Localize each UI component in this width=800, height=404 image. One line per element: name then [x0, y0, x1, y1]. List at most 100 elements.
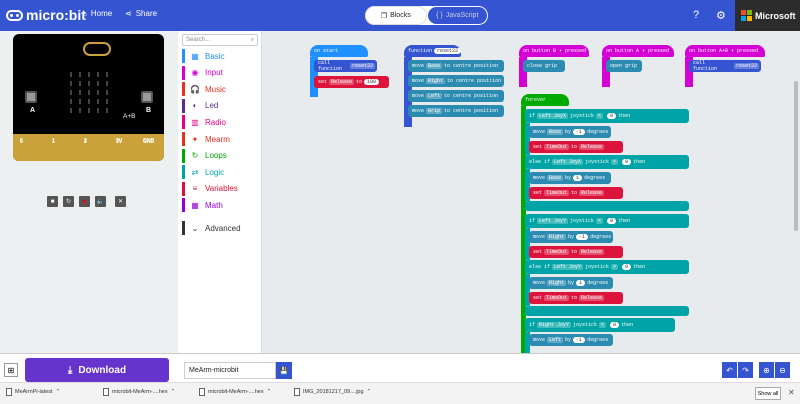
function-name[interactable]: reset22 — [434, 48, 462, 54]
release-dropdown[interactable]: Release — [579, 144, 605, 150]
category-basic[interactable]: ▦ Basic — [180, 48, 260, 64]
help-icon[interactable]: ? — [693, 9, 700, 21]
save-icon[interactable]: 💾 — [276, 362, 292, 379]
led[interactable] — [88, 99, 90, 104]
share-button[interactable]: ⋖ Share — [125, 9, 157, 18]
operator-gt[interactable]: > — [611, 159, 619, 165]
timeout-dropdown[interactable]: TimeOut — [544, 295, 570, 301]
call-function-block[interactable]: call function reset22 — [314, 60, 377, 72]
gear-icon[interactable]: ⚙ — [716, 10, 726, 22]
microbit-logo[interactable]: micro:bit — [6, 7, 86, 23]
led[interactable] — [79, 90, 81, 95]
button-b[interactable] — [141, 91, 153, 103]
mute-icon[interactable]: 🔈 — [95, 196, 106, 207]
led[interactable] — [79, 81, 81, 86]
on-button-ab-block[interactable]: on button A+B ▾ pressed — [685, 45, 765, 57]
chevron-up-icon[interactable]: ⌃ — [366, 389, 372, 395]
category-variables[interactable]: ≡ Variables — [180, 181, 260, 197]
led[interactable] — [106, 81, 108, 86]
led[interactable] — [97, 90, 99, 95]
pin-0[interactable]: 0 — [20, 139, 23, 145]
base-dropdown[interactable]: Base — [547, 129, 564, 135]
left-dropdown[interactable]: Left — [547, 337, 564, 343]
pin-2[interactable]: 2 — [84, 139, 87, 145]
search-input[interactable]: Search... ⌕ — [182, 34, 258, 46]
value-1[interactable]: 1 — [573, 175, 583, 181]
led[interactable] — [70, 90, 72, 95]
led[interactable] — [88, 90, 90, 95]
led[interactable] — [70, 81, 72, 86]
download-item[interactable]: microbit-MeArm-....hex ⌃ — [199, 388, 271, 396]
led[interactable] — [106, 99, 108, 104]
value-1[interactable]: 1 — [576, 280, 586, 286]
led[interactable] — [88, 72, 90, 77]
zoom-in-icon[interactable]: ⊕ — [759, 362, 774, 378]
category-logic[interactable]: ⇄ Logic — [180, 164, 260, 180]
led[interactable] — [106, 108, 108, 113]
stop-icon[interactable]: ■ — [47, 196, 58, 207]
show-all-button[interactable]: Show all — [755, 387, 781, 400]
microsoft-logo[interactable]: Microsoft — [735, 0, 800, 31]
led[interactable] — [106, 90, 108, 95]
category-led[interactable]: ◐ Led — [180, 98, 260, 114]
set-timeout-block[interactable]: set TimeOut to Release — [529, 292, 623, 304]
chevron-up-icon[interactable]: ⌃ — [55, 389, 61, 395]
blocks-workspace[interactable]: on start call function reset22 set Release… — [262, 31, 800, 353]
value-neg1[interactable]: -1 — [573, 337, 586, 343]
led[interactable] — [88, 81, 90, 86]
pin-gnd[interactable]: GND — [143, 139, 155, 145]
move-right-by-block[interactable]: move Right by 1 degrees — [529, 277, 613, 289]
operator-gt[interactable]: > — [611, 264, 619, 270]
move-grip-block[interactable]: move Grip to centre position — [408, 105, 504, 117]
left-joyy-dropdown[interactable]: Left JoyY — [537, 218, 569, 224]
else-if-block-2[interactable]: else if Left JoyY joystick >0 then — [525, 260, 689, 274]
value-0[interactable]: 0 — [607, 113, 617, 119]
on-button-b-block[interactable]: on button B ▾ pressed — [519, 45, 589, 57]
collapse-simulator-icon[interactable]: ⊞ — [4, 363, 18, 377]
led[interactable] — [88, 108, 90, 113]
set-timeout-block[interactable]: set TimeOut to Release — [529, 141, 623, 153]
led[interactable] — [79, 99, 81, 104]
led[interactable] — [97, 99, 99, 104]
timeout-dropdown[interactable]: TimeOut — [544, 190, 570, 196]
undo-icon[interactable]: ↶ — [722, 362, 737, 378]
download-button[interactable]: ⤓ Download — [25, 358, 169, 382]
microbit-board[interactable]: A B A+B 0 1 2 3V GND 0 1 2 3V GND — [13, 34, 164, 161]
download-item[interactable]: IMG_20181217_09....jpg ⌃ — [294, 388, 371, 396]
pin-1[interactable]: 1 — [52, 139, 55, 145]
led[interactable] — [70, 72, 72, 77]
if-block-3[interactable]: if Right JoyY joystick <0 then — [525, 318, 675, 332]
led[interactable] — [79, 108, 81, 113]
move-left-by-block[interactable]: move Left by -1 degrees — [529, 334, 613, 346]
right-dropdown[interactable]: Right — [547, 234, 567, 240]
move-right-block[interactable]: move Right to centre position — [408, 75, 504, 87]
move-base-by-block[interactable]: move Base by -1 degrees — [529, 126, 611, 138]
category-advanced[interactable]: ⌄ Advanced — [180, 220, 260, 236]
led[interactable] — [70, 108, 72, 113]
reset22-dropdown[interactable]: reset22 — [349, 63, 375, 69]
home-button[interactable]: ⌂ Home — [82, 9, 112, 18]
else-if-block-1[interactable]: else if Left JoyX joystick >0 then — [525, 155, 689, 169]
timeout-dropdown[interactable]: TimeOut — [544, 249, 570, 255]
chevron-up-icon[interactable]: ⌃ — [266, 389, 272, 395]
right-dropdown[interactable]: Right — [547, 280, 567, 286]
close-grip-block[interactable]: close grip — [523, 60, 565, 72]
move-left-block[interactable]: move Left to centre position — [408, 90, 504, 102]
on-start-block[interactable]: on start — [310, 45, 368, 57]
left-joyx-dropdown[interactable]: Left JoyX — [552, 159, 584, 165]
on-button-a-block[interactable]: on button A ▾ pressed — [602, 45, 674, 57]
move-base-by-block[interactable]: move Base by 1 degrees — [529, 172, 611, 184]
button-a[interactable] — [25, 91, 37, 103]
category-math[interactable]: ▦ Math — [180, 197, 260, 213]
redo-icon[interactable]: ↷ — [738, 362, 753, 378]
workspace-scrollbar[interactable] — [794, 81, 798, 231]
grip-dropdown[interactable]: Grip — [426, 108, 443, 114]
value-neg1[interactable]: -1 — [573, 129, 586, 135]
led[interactable] — [70, 99, 72, 104]
value-100[interactable]: 100 — [364, 79, 380, 85]
right-joyy-dropdown[interactable]: Right JoyY — [537, 322, 572, 328]
value-0[interactable]: 0 — [610, 322, 620, 328]
set-timeout-block[interactable]: set TimeOut to Release — [529, 246, 623, 258]
value-0[interactable]: 0 — [622, 159, 632, 165]
category-input[interactable]: ◉ Input — [180, 65, 260, 81]
